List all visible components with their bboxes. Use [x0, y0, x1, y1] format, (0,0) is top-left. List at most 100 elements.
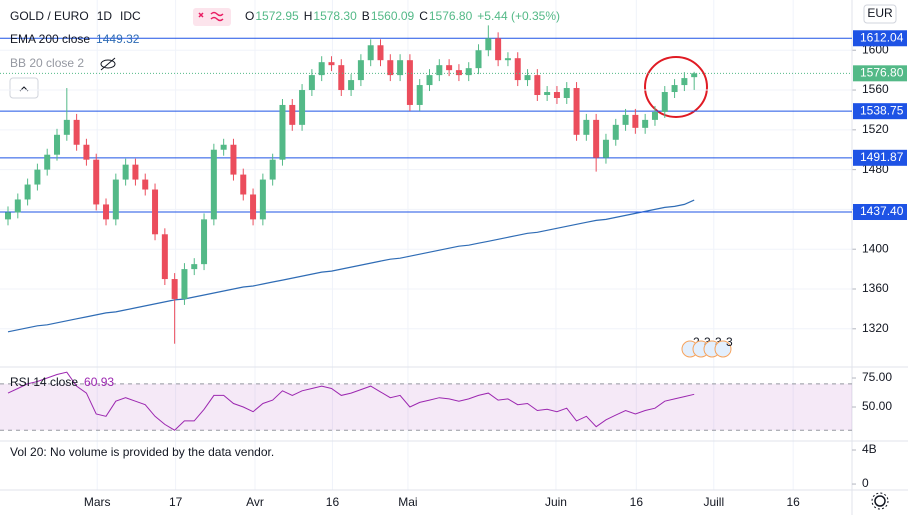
level-label: 1612.04	[860, 30, 904, 44]
ohlc-value: 1560.09	[371, 9, 415, 23]
ohlc-value: 1572.95	[255, 9, 299, 23]
candle-body	[406, 60, 413, 105]
level-label: 1538.75	[860, 103, 904, 117]
candle-body	[250, 194, 257, 220]
candle-body	[377, 45, 384, 61]
candle-body	[416, 85, 423, 105]
candle-body	[201, 219, 208, 265]
candle-body	[612, 124, 619, 140]
x-tick-label: Avr	[246, 495, 264, 509]
icon	[210, 11, 224, 22]
candle-body	[4, 212, 11, 220]
x-tick-label: Mai	[398, 495, 417, 509]
pane-title: RSI 14 close	[10, 375, 78, 389]
candle-body	[73, 119, 80, 145]
level-label-box	[853, 103, 907, 120]
candle-body	[485, 38, 492, 51]
level-label-box	[853, 204, 907, 221]
candle-body	[495, 38, 502, 61]
collapse-button[interactable]	[9, 77, 39, 99]
candle-body	[93, 159, 100, 205]
ohlc-label: O	[245, 9, 254, 23]
candle-body	[220, 144, 227, 150]
event-count: 3	[726, 335, 733, 349]
candle-body	[152, 189, 159, 235]
candle-body	[103, 204, 110, 220]
level-label: 1437.40	[860, 204, 904, 218]
change: +5.44 (+0.35%)	[477, 9, 560, 23]
candle-body	[446, 65, 453, 71]
x-tick-label: 16	[630, 495, 644, 509]
last-price-label: 1576.80	[860, 65, 904, 79]
candle-body	[181, 269, 188, 299]
candle-body	[348, 80, 355, 91]
candle-body	[397, 60, 404, 76]
y-tick-label: 75.00	[862, 370, 892, 384]
candle-body	[691, 73, 698, 78]
rsi-band	[0, 383, 852, 431]
event-marker	[714, 340, 732, 358]
y-tick-label: 1400	[862, 241, 889, 255]
interval: 1D	[97, 9, 113, 23]
level-label-box	[853, 149, 907, 166]
y-tick-label: 1360	[862, 281, 889, 295]
candle-body	[632, 114, 639, 128]
candle-body	[54, 134, 61, 155]
overlay-value: 1449.32	[96, 32, 140, 46]
y-tick-label: 1320	[862, 321, 889, 335]
candle-body	[455, 70, 462, 76]
candle-body	[299, 90, 306, 125]
candle-body	[328, 62, 335, 66]
pane-value: 60.93	[84, 375, 114, 389]
chart-style-button[interactable]	[193, 8, 231, 26]
candle-body	[671, 85, 678, 93]
y-tick-label: 1520	[862, 122, 889, 136]
candle-body	[367, 45, 374, 61]
level-label: 1491.87	[860, 150, 904, 164]
candle-body	[191, 264, 198, 270]
source: IDC	[120, 9, 141, 23]
settings-icon[interactable]	[871, 492, 889, 510]
visibility-icon[interactable]	[100, 57, 116, 71]
candle-body	[593, 119, 600, 158]
last-price-box	[853, 65, 907, 82]
candle-body	[24, 184, 31, 200]
candle-body	[504, 58, 511, 61]
candle-body	[338, 65, 345, 91]
ohlc-label: C	[419, 9, 428, 23]
candle-body	[681, 78, 688, 86]
candle-body	[642, 119, 649, 128]
candle-body	[171, 279, 178, 299]
candle-body	[534, 75, 541, 96]
candle-body	[436, 65, 443, 76]
candle-body	[259, 179, 266, 220]
candle-body	[44, 154, 51, 170]
y-tick-label: 4B	[862, 442, 877, 456]
candle-body	[387, 60, 394, 76]
ema-line	[7, 199, 695, 333]
x-tick-label: 17	[169, 495, 183, 509]
x-tick-label: Juin	[545, 495, 567, 509]
y-tick-label: 0	[862, 476, 869, 490]
candle-body	[357, 60, 364, 81]
candle-body	[210, 149, 217, 220]
currency-box	[863, 4, 897, 24]
candle-body	[426, 75, 433, 86]
ohlc-label: H	[304, 9, 313, 23]
candle-body	[524, 75, 531, 81]
candle-body	[308, 75, 315, 91]
candle-body	[465, 68, 472, 76]
candle-body	[14, 199, 21, 213]
icon	[198, 12, 204, 18]
pane-title: Vol 20: No volume is provided by the dat…	[10, 445, 274, 459]
candle-body	[602, 139, 609, 158]
candle-body	[563, 88, 570, 98]
symbol: GOLD / EURO	[10, 9, 89, 23]
candle-body	[583, 119, 590, 135]
candle-body	[269, 159, 276, 180]
candle-body	[622, 114, 629, 125]
candle-body	[544, 92, 551, 96]
level-label-box	[853, 30, 907, 47]
